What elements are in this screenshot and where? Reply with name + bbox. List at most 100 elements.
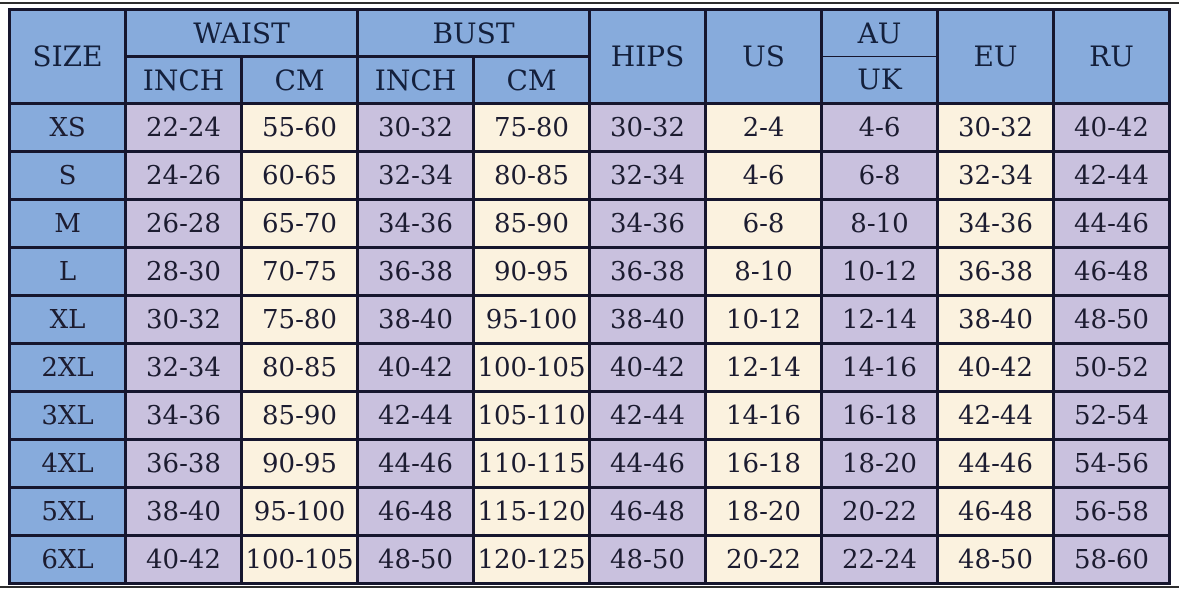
cell-ru: 44-46 bbox=[1052, 198, 1171, 249]
cell-bust-cm: 85-90 bbox=[472, 198, 591, 249]
table-row: 5XL 38-40 95-100 46-48 115-120 46-48 18-… bbox=[8, 486, 1171, 537]
table-body: XS 22-24 55-60 30-32 75-80 30-32 2-4 4-6… bbox=[8, 102, 1171, 585]
header-au: AU bbox=[820, 8, 939, 57]
cell-eu: 48-50 bbox=[936, 534, 1055, 585]
cell-bust-cm: 110-115 bbox=[472, 438, 591, 489]
cell-ru: 42-44 bbox=[1052, 150, 1171, 201]
size-cell: 6XL bbox=[8, 534, 127, 585]
cell-au-uk: 22-24 bbox=[820, 534, 939, 585]
cell-eu: 40-42 bbox=[936, 342, 1055, 393]
top-divider-rule bbox=[0, 2, 1179, 4]
cell-hips: 42-44 bbox=[588, 390, 707, 441]
cell-bust-inch: 34-36 bbox=[356, 198, 475, 249]
cell-hips: 34-36 bbox=[588, 198, 707, 249]
table-row: S 24-26 60-65 32-34 80-85 32-34 4-6 6-8 … bbox=[8, 150, 1171, 201]
cell-bust-cm: 75-80 bbox=[472, 102, 591, 153]
cell-waist-cm: 65-70 bbox=[240, 198, 359, 249]
cell-waist-cm: 75-80 bbox=[240, 294, 359, 345]
header-bust-inch: INCH bbox=[356, 55, 475, 105]
cell-waist-inch: 36-38 bbox=[124, 438, 243, 489]
cell-us: 8-10 bbox=[704, 246, 823, 297]
table-row: XS 22-24 55-60 30-32 75-80 30-32 2-4 4-6… bbox=[8, 102, 1171, 153]
cell-waist-inch: 38-40 bbox=[124, 486, 243, 537]
cell-us: 20-22 bbox=[704, 534, 823, 585]
cell-waist-cm: 90-95 bbox=[240, 438, 359, 489]
cell-waist-inch: 32-34 bbox=[124, 342, 243, 393]
cell-bust-inch: 40-42 bbox=[356, 342, 475, 393]
size-cell: 4XL bbox=[8, 438, 127, 489]
header-uk: UK bbox=[820, 56, 939, 105]
header-hips: HIPS bbox=[588, 8, 707, 105]
cell-hips: 44-46 bbox=[588, 438, 707, 489]
cell-ru: 50-52 bbox=[1052, 342, 1171, 393]
table-row: M 26-28 65-70 34-36 85-90 34-36 6-8 8-10… bbox=[8, 198, 1171, 249]
cell-waist-inch: 26-28 bbox=[124, 198, 243, 249]
size-cell: L bbox=[8, 246, 127, 297]
cell-ru: 54-56 bbox=[1052, 438, 1171, 489]
cell-eu: 30-32 bbox=[936, 102, 1055, 153]
cell-eu: 42-44 bbox=[936, 390, 1055, 441]
size-cell: 5XL bbox=[8, 486, 127, 537]
cell-waist-inch: 30-32 bbox=[124, 294, 243, 345]
bottom-divider-rule bbox=[0, 586, 1179, 588]
header-row-top: SIZE WAIST BUST HIPS US AU EU RU bbox=[8, 8, 1171, 105]
cell-bust-inch: 38-40 bbox=[356, 294, 475, 345]
cell-hips: 48-50 bbox=[588, 534, 707, 585]
cell-bust-cm: 100-105 bbox=[472, 342, 591, 393]
cell-hips: 30-32 bbox=[588, 102, 707, 153]
cell-hips: 36-38 bbox=[588, 246, 707, 297]
table-row: 2XL 32-34 80-85 40-42 100-105 40-42 12-1… bbox=[8, 342, 1171, 393]
cell-bust-cm: 80-85 bbox=[472, 150, 591, 201]
cell-ru: 48-50 bbox=[1052, 294, 1171, 345]
table-row: 6XL 40-42 100-105 48-50 120-125 48-50 20… bbox=[8, 534, 1171, 585]
table-header: SIZE WAIST BUST HIPS US AU EU RU INCH CM… bbox=[8, 8, 1171, 105]
cell-waist-cm: 55-60 bbox=[240, 102, 359, 153]
cell-hips: 38-40 bbox=[588, 294, 707, 345]
cell-waist-cm: 85-90 bbox=[240, 390, 359, 441]
size-chart-table: SIZE WAIST BUST HIPS US AU EU RU INCH CM… bbox=[8, 8, 1171, 585]
cell-eu: 32-34 bbox=[936, 150, 1055, 201]
header-ru: RU bbox=[1052, 8, 1171, 105]
cell-bust-inch: 36-38 bbox=[356, 246, 475, 297]
cell-au-uk: 12-14 bbox=[820, 294, 939, 345]
cell-eu: 38-40 bbox=[936, 294, 1055, 345]
cell-waist-cm: 70-75 bbox=[240, 246, 359, 297]
size-cell: M bbox=[8, 198, 127, 249]
cell-hips: 32-34 bbox=[588, 150, 707, 201]
cell-us: 18-20 bbox=[704, 486, 823, 537]
cell-us: 4-6 bbox=[704, 150, 823, 201]
cell-us: 12-14 bbox=[704, 342, 823, 393]
cell-waist-inch: 24-26 bbox=[124, 150, 243, 201]
size-cell: XS bbox=[8, 102, 127, 153]
cell-waist-cm: 80-85 bbox=[240, 342, 359, 393]
cell-eu: 36-38 bbox=[936, 246, 1055, 297]
cell-ru: 40-42 bbox=[1052, 102, 1171, 153]
cell-au-uk: 4-6 bbox=[820, 102, 939, 153]
header-us: US bbox=[704, 8, 823, 105]
size-cell: XL bbox=[8, 294, 127, 345]
cell-au-uk: 20-22 bbox=[820, 486, 939, 537]
size-cell: S bbox=[8, 150, 127, 201]
table-row: XL 30-32 75-80 38-40 95-100 38-40 10-12 … bbox=[8, 294, 1171, 345]
cell-eu: 46-48 bbox=[936, 486, 1055, 537]
cell-bust-inch: 42-44 bbox=[356, 390, 475, 441]
header-bust-cm: CM bbox=[472, 55, 591, 105]
cell-au-uk: 16-18 bbox=[820, 390, 939, 441]
header-row-sub: INCH CM INCH CM UK bbox=[10, 55, 1170, 105]
cell-au-uk: 18-20 bbox=[820, 438, 939, 489]
cell-waist-cm: 60-65 bbox=[240, 150, 359, 201]
cell-eu: 34-36 bbox=[936, 198, 1055, 249]
cell-au-uk: 10-12 bbox=[820, 246, 939, 297]
cell-eu: 44-46 bbox=[936, 438, 1055, 489]
cell-us: 2-4 bbox=[704, 102, 823, 153]
cell-us: 6-8 bbox=[704, 198, 823, 249]
header-size: SIZE bbox=[8, 8, 127, 105]
header-waist: WAIST bbox=[124, 8, 359, 58]
cell-us: 14-16 bbox=[704, 390, 823, 441]
cell-bust-inch: 32-34 bbox=[356, 150, 475, 201]
cell-waist-inch: 40-42 bbox=[124, 534, 243, 585]
cell-waist-inch: 22-24 bbox=[124, 102, 243, 153]
cell-hips: 40-42 bbox=[588, 342, 707, 393]
cell-ru: 52-54 bbox=[1052, 390, 1171, 441]
cell-bust-cm: 105-110 bbox=[472, 390, 591, 441]
